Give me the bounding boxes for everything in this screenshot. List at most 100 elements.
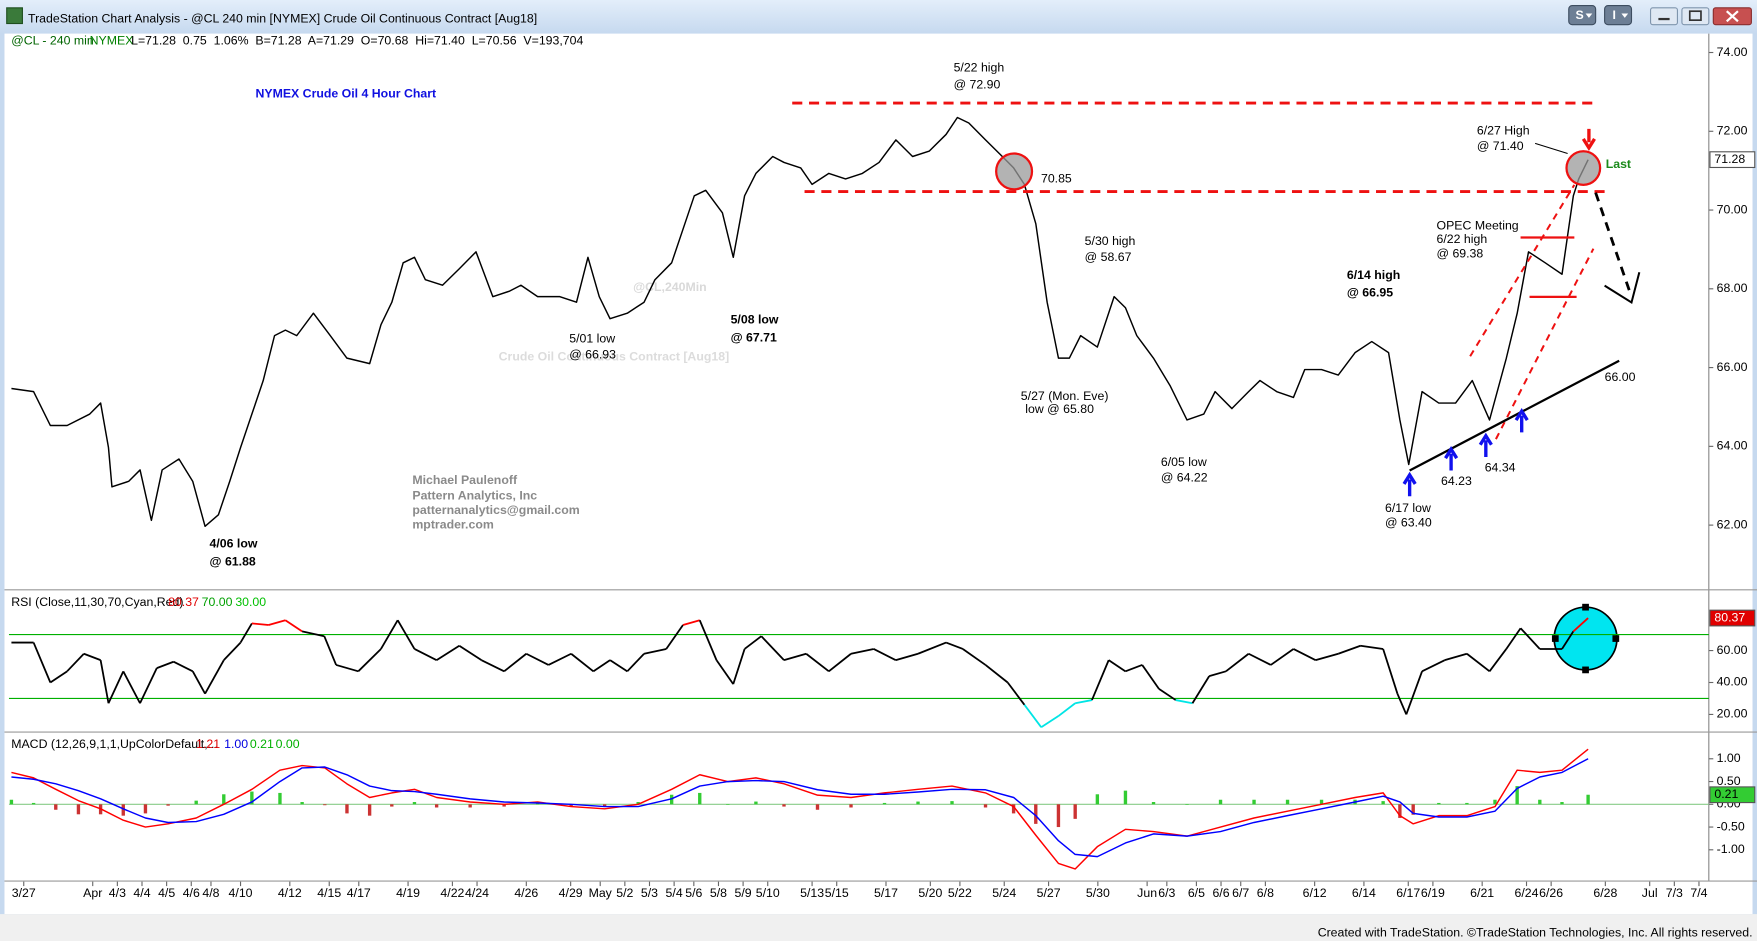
y-tick-label: -0.50 (1717, 819, 1745, 833)
rsi-segment (1125, 664, 1143, 673)
minimize-button[interactable] (1649, 7, 1679, 26)
window-title: TradeStation Chart Analysis - @CL 240 mi… (28, 11, 537, 25)
rsi-segment (1248, 652, 1272, 666)
rsi-segment (1360, 644, 1384, 650)
x-tick-label: 4/3 (109, 886, 126, 900)
last-value-label: 0.21 (1714, 787, 1738, 801)
up-arrow (1514, 407, 1529, 433)
chart-annotation: 64.23 (1441, 474, 1472, 488)
projection-arrow-head (1604, 271, 1641, 305)
x-tick-label: 7/3 (1666, 886, 1683, 900)
toolbar-button[interactable] (1604, 5, 1633, 26)
x-tick-label: 6/3 (1158, 886, 1175, 900)
x-tick-label: 5/24 (992, 886, 1016, 900)
histogram-bar (300, 802, 304, 805)
rsi-segment (284, 619, 303, 633)
rsi-segment (268, 619, 286, 626)
x-tick-label: 4/24 (465, 886, 489, 900)
rsi-segment (357, 648, 382, 672)
handle (1582, 603, 1589, 611)
rsi-segment (122, 670, 141, 704)
y-tick-label: 60.00 (1717, 643, 1748, 657)
x-tick-label: Apr (83, 886, 102, 900)
chart-annotation: 5/30 high (1085, 234, 1136, 248)
x-tick-label: 6/8 (1257, 886, 1274, 900)
y-tick-label: 62.00 (1717, 517, 1748, 531)
histogram-bar (1218, 799, 1223, 805)
rsi-segment (335, 664, 359, 673)
rsi-segment (984, 664, 1009, 684)
highlight-circle (1553, 606, 1618, 671)
rsi-segment (503, 653, 527, 673)
price-line (11, 116, 1589, 528)
rsi-segment (1421, 659, 1446, 673)
indicator-readout: 0.21 (250, 737, 274, 751)
x-tick-label: 4/10 (229, 886, 253, 900)
histogram-bar (1381, 801, 1385, 805)
x-tick-label: 5/8 (710, 886, 727, 900)
rsi-segment (99, 659, 110, 704)
maximize-button[interactable] (1681, 7, 1710, 26)
histogram-bar (1034, 804, 1038, 824)
histogram-bar (31, 802, 36, 805)
histogram-bar (1538, 799, 1542, 805)
rsi-segment (1444, 652, 1468, 662)
rsi-segment (828, 653, 852, 673)
rsi-segment (1023, 704, 1042, 728)
histogram-bar (1285, 799, 1290, 805)
rsi-segment (548, 652, 572, 666)
x-tick-label: 5/22 (948, 886, 972, 900)
histogram-bar (1465, 802, 1469, 805)
toolbar-button[interactable] (1568, 5, 1597, 26)
histogram-bar (1437, 802, 1441, 805)
status-symbol: @CL - 240 min (11, 34, 94, 48)
histogram-bar (1011, 804, 1016, 814)
chart-annotation: @ 69.38 (1437, 247, 1484, 261)
histogram-bar (1073, 804, 1077, 819)
chart-annotation: @ 64.22 (1161, 471, 1208, 485)
indicator-readout: 1.21 (196, 737, 220, 751)
up-arrow (1402, 471, 1417, 497)
last-value-label: 71.28 (1714, 152, 1745, 166)
chart-annotation: 5/22 high (954, 61, 1005, 75)
marker-circle (1565, 150, 1602, 186)
y-tick-label: 72.00 (1717, 124, 1748, 138)
x-tick-label: 6/14 (1352, 886, 1376, 900)
rsi-segment (1488, 648, 1508, 672)
handle (1612, 635, 1620, 642)
rsi-segment (1337, 644, 1361, 655)
chart-annotation: 4/06 low (210, 537, 258, 551)
x-tick-label: 4/17 (347, 886, 371, 900)
last-value-box (1709, 609, 1756, 627)
x-tick-label: 4/22 (440, 886, 464, 900)
chart-annotation: 6/14 high (1347, 268, 1400, 282)
histogram-bar (121, 804, 125, 816)
chart-annotation: 5/27 (Mon. Eve) (1021, 389, 1109, 403)
rsi-segment (945, 641, 964, 650)
histogram-bar (1056, 804, 1061, 828)
histogram-bar (250, 791, 254, 805)
indicator-label: RSI (Close,11,30,70,Cyan,Red) (11, 595, 183, 609)
histogram-bar (1398, 804, 1402, 818)
chart-annotation: @ 66.93 (569, 347, 616, 361)
histogram-bar (222, 794, 226, 805)
chart-annotation: @ 67.71 (731, 331, 777, 345)
histogram-bar (916, 801, 920, 805)
indicator-readout: 80.37 (168, 595, 199, 609)
histogram-bar (143, 804, 148, 814)
histogram-bar (849, 804, 853, 808)
chart-annotation: Last (1606, 157, 1631, 171)
histogram-bar (323, 804, 327, 806)
x-tick-label: 5/27 (1037, 886, 1061, 900)
rsi-segment (643, 648, 667, 655)
rsi-segment (66, 653, 85, 672)
rsi-segment (609, 659, 628, 673)
minimize-icon (1658, 17, 1670, 21)
last-value-box (1709, 786, 1756, 804)
chart-annotation: 66.00 (1605, 370, 1636, 384)
rsi-segment (1572, 617, 1589, 633)
rsi-segment (1561, 630, 1575, 650)
rsi-segment (49, 670, 68, 684)
histogram-bar (602, 804, 607, 807)
annotations: RSI (Close,11,30,70,Cyan,Red)80.37 70.00 3… (11, 61, 1635, 752)
